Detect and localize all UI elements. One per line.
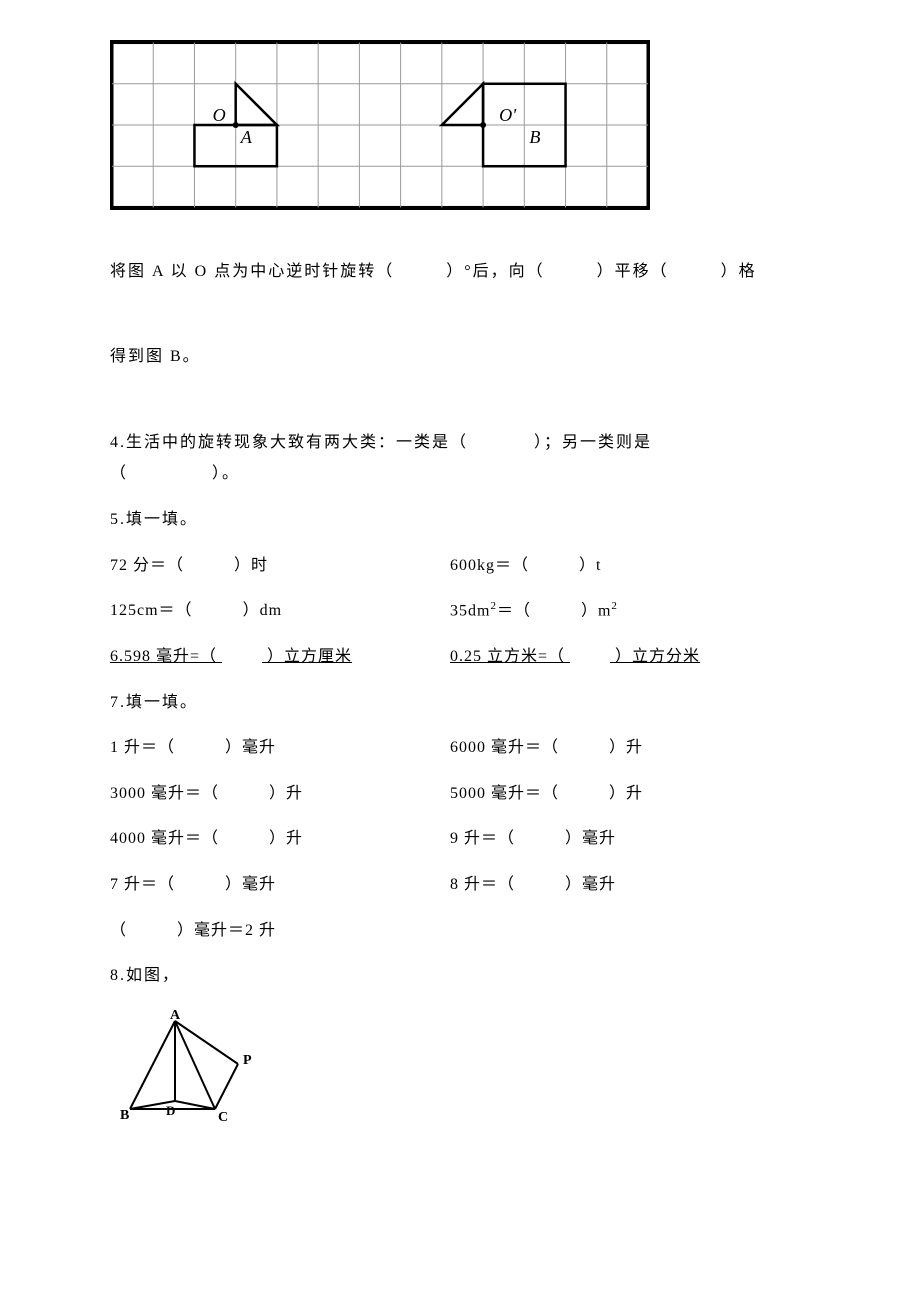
text: ）毫升: [565, 830, 616, 847]
blank: [675, 259, 715, 285]
text: 3000 毫升＝（: [110, 785, 219, 802]
label-A: A: [170, 1009, 181, 1023]
text: ）dm: [243, 602, 282, 619]
blank: [474, 430, 528, 456]
pyramid-svg: A B C D P: [120, 1009, 280, 1129]
label-A: A: [240, 127, 253, 147]
blank: [180, 872, 220, 898]
text: 7 升＝（: [110, 876, 175, 893]
q7-row3: 4000 毫升＝（ ）升 9 升＝（ ）毫升: [110, 826, 810, 852]
label-B: B: [120, 1108, 129, 1123]
q4-line1: 4.生活中的旋转现象大致有两大类：一类是（ ）；另一类则是: [110, 430, 810, 456]
text: ）立方分米: [615, 648, 700, 665]
blank: [564, 735, 604, 761]
q5-row1: 72 分＝（ ）时 600kg＝（ ）t: [110, 553, 810, 579]
text: 7.填一填。: [110, 694, 198, 711]
blank: [198, 598, 238, 624]
q4-line2: （ ）。: [110, 461, 810, 487]
sup-2: 2: [611, 600, 618, 612]
blank: [520, 826, 560, 852]
blank: [224, 826, 264, 852]
text: ）立方厘米: [267, 648, 352, 665]
q6-row: 6.598 毫升=（ ）立方厘米 0.25 立方米=（ ）立方分米: [110, 644, 810, 670]
text: 5000 毫升＝（: [450, 785, 559, 802]
text: （: [110, 922, 127, 939]
text: 将图 A 以 O 点为中心逆时针旋转（: [110, 263, 394, 280]
q7-row1: 1 升＝（ ）毫升 6000 毫升＝（ ）升: [110, 735, 810, 761]
text: （: [110, 465, 128, 482]
text: 0.25 立方米=（: [450, 648, 565, 665]
label-B: B: [529, 127, 540, 147]
q5-row2: 125cm＝（ ）dm 35dm2＝（ ）m2: [110, 598, 810, 624]
text: 8 升＝（: [450, 876, 515, 893]
label-P: P: [243, 1053, 252, 1068]
blank: [224, 781, 264, 807]
text: ）毫升: [565, 876, 616, 893]
text: 6.598 毫升=（: [110, 648, 217, 665]
text: ）升: [269, 830, 303, 847]
text: 得到图 B。: [110, 348, 201, 365]
blank: [189, 553, 229, 579]
q8-title: 8.如图，: [110, 963, 810, 989]
q-rotate-line2: 得到图 B。: [110, 344, 810, 370]
q5-title: 5.填一填。: [110, 507, 810, 533]
blank: [570, 644, 610, 670]
text: ）毫升: [225, 739, 276, 756]
blank: [564, 781, 604, 807]
blank: [180, 735, 220, 761]
blank: [222, 644, 262, 670]
blank: [134, 461, 206, 487]
text: 4000 毫升＝（: [110, 830, 219, 847]
q7-title: 7.填一填。: [110, 690, 810, 716]
text: 35dm: [450, 602, 490, 619]
text: ）时: [234, 557, 268, 574]
text: ）°后，向（: [446, 263, 544, 280]
label-Oprime: O': [499, 105, 517, 125]
text: ）升: [269, 785, 303, 802]
text: ）毫升: [225, 876, 276, 893]
blank: [132, 918, 172, 944]
text: 9 升＝（: [450, 830, 515, 847]
text: 1 升＝（: [110, 739, 175, 756]
blank: [400, 259, 440, 285]
grid-figure-1: O A O' B: [110, 40, 810, 219]
blank: [520, 872, 560, 898]
text: ）升: [609, 785, 643, 802]
text: ）m: [581, 602, 611, 619]
q7-row2: 3000 毫升＝（ ）升 5000 毫升＝（ ）升: [110, 781, 810, 807]
text: ）升: [609, 739, 643, 756]
blank: [536, 598, 576, 624]
text: 125cm＝（: [110, 602, 193, 619]
grid-svg: O A O' B: [110, 40, 650, 210]
q-rotate-line1: 将图 A 以 O 点为中心逆时针旋转（ ）°后，向（ ）平移（ ）格: [110, 259, 810, 285]
text: 600kg＝（: [450, 557, 529, 574]
figure-2: A B C D P: [120, 1009, 810, 1138]
text: ）格: [721, 263, 757, 280]
blank: [534, 553, 574, 579]
text: 8.如图，: [110, 967, 180, 984]
text: ）平移（: [597, 263, 669, 280]
label-D: D: [166, 1103, 175, 1118]
label-O: O: [213, 105, 226, 125]
text: ）。: [212, 465, 240, 482]
q7-row5: （ ）毫升＝2 升: [110, 918, 810, 944]
text: ）；另一类则是: [534, 434, 652, 451]
blank: [551, 259, 591, 285]
text: ＝（: [497, 602, 531, 619]
text: 4.生活中的旋转现象大致有两大类：一类是（: [110, 434, 468, 451]
label-C: C: [218, 1110, 228, 1125]
text: 72 分＝（: [110, 557, 184, 574]
q7-row4: 7 升＝（ ）毫升 8 升＝（ ）毫升: [110, 872, 810, 898]
text: 5.填一填。: [110, 511, 198, 528]
text: ）毫升＝2 升: [177, 922, 276, 939]
text: 6000 毫升＝（: [450, 739, 559, 756]
text: ）t: [579, 557, 601, 574]
